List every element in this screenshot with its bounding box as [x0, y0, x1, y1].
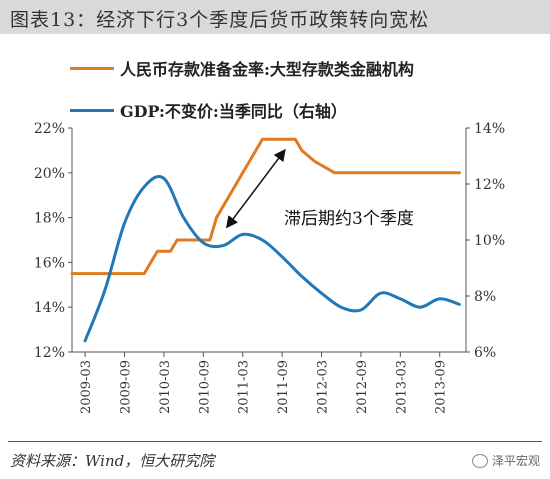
x-tick-label: 2010-09	[197, 360, 212, 414]
y-right-tick-label: 8%	[474, 289, 496, 305]
lag-arrow	[225, 148, 286, 229]
x-tick-label: 2011-09	[276, 360, 291, 414]
figure-title: 图表13：经济下行3个季度后货币政策转向宽松	[10, 9, 430, 31]
line-chart: 12% 14% 16% 18% 20% 22% 6% 8% 10% 12% 14% 2009-03 20…	[34, 121, 505, 414]
legend-item-rrr: 人民币存款准备金率:大型存款类金融机构	[70, 56, 414, 80]
watermark-text: 泽平宏观	[491, 454, 540, 468]
x-tick-label: 2013-09	[434, 360, 449, 414]
wechat-icon	[471, 453, 488, 468]
legend-swatch-gdp	[70, 108, 114, 112]
y-left-tick-label: 18%	[34, 211, 65, 227]
source-note: 资料来源：Wind，恒大研究院	[10, 452, 215, 470]
series-line-gdp	[83, 175, 461, 343]
y-left-tick-label: 16%	[34, 255, 65, 271]
x-tick-label: 2010-03	[158, 360, 173, 414]
footer-divider	[8, 441, 542, 442]
legend-label-rrr: 人民币存款准备金率:大型存款类金融机构	[120, 60, 414, 79]
y-right-tick-label: 14%	[474, 121, 505, 137]
x-tick-label: 2012-03	[316, 360, 331, 414]
y-right-tick-label: 12%	[474, 177, 505, 193]
x-tick-label: 2009-03	[79, 360, 94, 414]
x-tick-label: 2012-09	[355, 360, 370, 414]
y-left-tick-label: 20%	[34, 166, 65, 182]
x-tick-label: 2013-03	[394, 360, 409, 414]
y-right-tick-label: 10%	[474, 233, 505, 249]
title-bar: 图表13：经济下行3个季度后货币政策转向宽松	[0, 0, 550, 34]
y-right-tick-label: 6%	[474, 345, 496, 361]
y-left-tick-label: 22%	[34, 121, 65, 137]
watermark: 泽平宏观	[471, 452, 540, 469]
legend-item-gdp: GDP:不变价:当季同比（右轴）	[70, 98, 347, 122]
legend-swatch-rrr	[70, 66, 114, 70]
y-left-tick-label: 14%	[34, 300, 65, 316]
x-tick-label: 2009-09	[119, 360, 134, 414]
lag-annotation: 滞后期约3个季度	[284, 209, 414, 229]
x-tick-label: 2011-03	[237, 360, 252, 414]
y-left-tick-label: 12%	[34, 345, 65, 361]
legend-label-gdp: GDP:不变价:当季同比（右轴）	[120, 102, 347, 121]
